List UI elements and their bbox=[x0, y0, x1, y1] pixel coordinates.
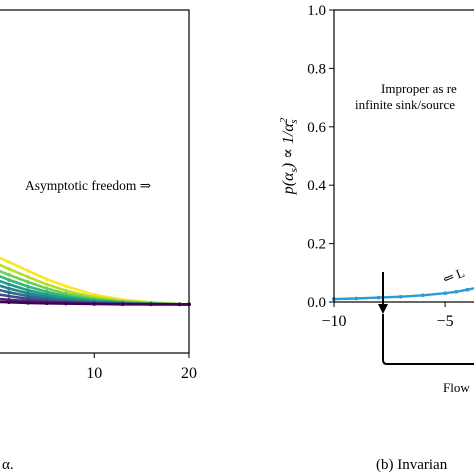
left-series-0-point-1 bbox=[7, 260, 11, 264]
left-series-9-point-3 bbox=[45, 301, 49, 306]
left-series-7-point-1 bbox=[7, 294, 11, 298]
right-series-line-0 bbox=[333, 287, 474, 301]
right-x-tick-label-1: −5 bbox=[437, 313, 454, 330]
left-panel: 10 20 Asymptotic freedom ⇒ α. bbox=[0, 9, 197, 473]
left-series-9-point-4 bbox=[64, 301, 68, 306]
left-caption-fragment: α. bbox=[2, 457, 14, 473]
left-series-1-point-1 bbox=[7, 267, 11, 271]
left-series-1-point-2 bbox=[26, 275, 30, 279]
left-x-tick-label-1: 20 bbox=[181, 365, 197, 382]
flow-bracket bbox=[378, 272, 474, 365]
right-series-0-point-4 bbox=[420, 293, 425, 298]
right-y-tick-label-3: 0.6 bbox=[307, 120, 326, 136]
left-series-group bbox=[0, 256, 191, 307]
left-series-2-point-2 bbox=[26, 280, 30, 284]
left-series-9-point-5 bbox=[92, 302, 97, 306]
right-annotation-sink-source: infinite sink/source bbox=[355, 97, 455, 112]
right-annotation-l-text: ⇐ L bbox=[441, 265, 467, 287]
left-series-line-9 bbox=[0, 300, 189, 306]
right-series-0-point-6 bbox=[454, 289, 459, 294]
right-y-tick-label-0: 0.0 bbox=[307, 295, 326, 311]
left-series-1-point-4 bbox=[64, 288, 68, 293]
left-series-9-point-1 bbox=[7, 300, 11, 305]
flow-bracket-line bbox=[382, 314, 474, 365]
right-series-0-point-3 bbox=[398, 294, 403, 299]
left-series-9-point-2 bbox=[26, 301, 30, 305]
right-y-tick-label-4: 0.8 bbox=[307, 61, 326, 77]
left-x-tick-label-0: 10 bbox=[86, 365, 102, 382]
right-panel: 0.0 0.2 0.4 0.6 0.8 1.0 −10 −5 p(αs) ∝ 1/α2s I… bbox=[278, 3, 474, 473]
flow-arrow-head bbox=[378, 304, 388, 314]
right-y-tick-label-5: 1.0 bbox=[307, 3, 326, 19]
left-series-3-point-1 bbox=[7, 278, 11, 282]
right-series-0-point-5 bbox=[443, 291, 448, 296]
right-y-tick-label-1: 0.2 bbox=[307, 237, 326, 253]
left-series-6-point-1 bbox=[7, 290, 11, 295]
right-y-axis-label: p(αs) ∝ 1/α2s bbox=[278, 117, 300, 195]
left-series-9-point-7 bbox=[149, 302, 153, 307]
right-y-tick-label-2: 0.4 bbox=[307, 178, 326, 194]
left-series-3-point-3 bbox=[45, 290, 49, 294]
left-series-9-point-8 bbox=[177, 302, 182, 307]
right-series-0-point-1 bbox=[354, 296, 359, 301]
right-series-0-point-7 bbox=[465, 287, 470, 292]
right-series-0-point-2 bbox=[376, 295, 381, 300]
left-series-6-point-2 bbox=[26, 294, 30, 298]
left-series-0-point-3 bbox=[45, 277, 49, 282]
right-series-group bbox=[332, 287, 474, 301]
left-annotation-asymptotic: Asymptotic freedom ⇒ bbox=[25, 178, 151, 193]
left-x-ticks: 10 20 bbox=[86, 353, 197, 382]
right-x-tick-label-0: −10 bbox=[321, 313, 346, 330]
left-series-2-point-3 bbox=[45, 286, 49, 291]
left-axes-frame bbox=[0, 9, 190, 354]
left-series-0-point-4 bbox=[64, 284, 68, 288]
right-annotation-improper: Improper as re bbox=[381, 81, 457, 96]
left-series-9-point-6 bbox=[120, 302, 125, 307]
left-series-5-point-1 bbox=[7, 286, 11, 291]
left-series-3-point-2 bbox=[26, 284, 30, 289]
left-series-2-point-1 bbox=[7, 272, 11, 277]
left-series-5-point-2 bbox=[26, 291, 30, 296]
left-series-0-point-2 bbox=[26, 268, 30, 273]
left-series-1-point-3 bbox=[45, 282, 49, 287]
right-annotation-l: ⇐ L bbox=[441, 265, 467, 287]
right-caption: (b) Invarian bbox=[376, 457, 448, 473]
left-series-4-point-2 bbox=[26, 288, 30, 293]
right-ylabel-text: p(αs) ∝ 1/α2s bbox=[278, 117, 300, 195]
right-y-ticks: 0.0 0.2 0.4 0.6 0.8 1.0 bbox=[307, 3, 334, 311]
right-x-ticks: −10 −5 bbox=[321, 302, 454, 330]
left-series-4-point-1 bbox=[7, 282, 11, 287]
right-axes-frame bbox=[333, 9, 474, 303]
right-annotation-flow: Flow bbox=[443, 380, 470, 395]
